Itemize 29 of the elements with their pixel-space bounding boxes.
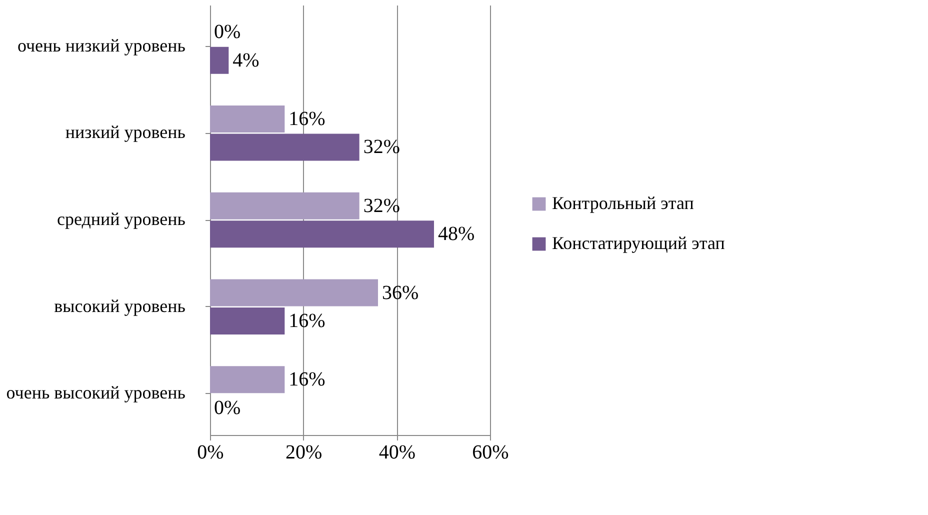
x-tick-label: 60% (472, 442, 509, 464)
legend-label: Контрольный этап (552, 193, 694, 213)
y-tick-label: средний уровень (56, 209, 186, 229)
bar (210, 366, 285, 394)
bar (210, 307, 285, 334)
data-label: 16% (288, 368, 326, 391)
data-label: 0% (214, 396, 241, 419)
y-tick-label: очень низкий уровень (17, 35, 186, 56)
data-label: 16% (288, 310, 326, 332)
bar (210, 279, 378, 306)
x-tick-label: 0% (197, 442, 224, 464)
data-label: 48% (438, 223, 475, 246)
x-tick-label: 40% (378, 442, 416, 464)
data-label: 32% (363, 136, 400, 158)
data-label: 32% (363, 194, 400, 217)
bar (210, 134, 360, 161)
bar (210, 220, 434, 248)
legend-label: Констатирующий этап (552, 233, 726, 253)
data-label: 0% (214, 21, 241, 44)
data-label: 4% (232, 49, 260, 72)
x-tick-label: 20% (285, 442, 322, 464)
y-tick-label: высокий уровень (54, 296, 186, 316)
data-label: 36% (382, 282, 419, 304)
data-label: 16% (288, 108, 326, 130)
y-tick-label: очень высокий уровень (6, 382, 186, 403)
bar (210, 192, 360, 220)
y-tick-label: низкий уровень (65, 122, 186, 142)
bar (210, 46, 229, 74)
bar (210, 106, 285, 133)
